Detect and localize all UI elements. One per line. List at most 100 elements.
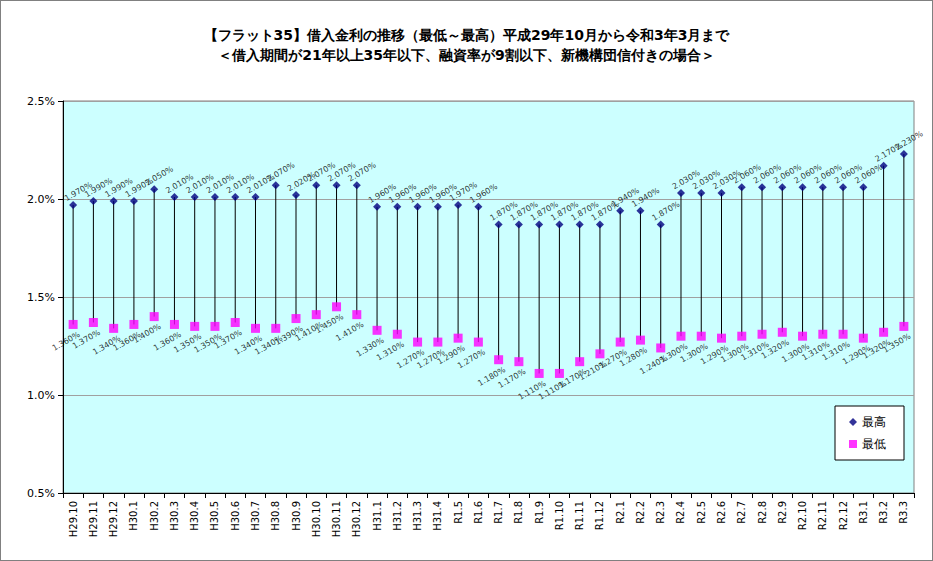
svg-text:2.060%: 2.060% <box>812 162 844 186</box>
svg-text:H30.10: H30.10 <box>311 501 322 537</box>
svg-text:2.170%: 2.170% <box>873 140 905 164</box>
svg-text:H30.4: H30.4 <box>189 501 200 531</box>
svg-text:H30.3: H30.3 <box>169 501 180 531</box>
svg-text:H30.6: H30.6 <box>230 501 241 531</box>
svg-text:2.060%: 2.060% <box>751 162 783 186</box>
svg-text:2.030%: 2.030% <box>670 168 702 192</box>
svg-text:H31.2: H31.2 <box>392 501 403 531</box>
svg-text:最高: 最高 <box>862 415 886 429</box>
svg-text:1.360%: 1.360% <box>50 329 82 353</box>
svg-text:1.870%: 1.870% <box>488 199 520 223</box>
svg-text:2.010%: 2.010% <box>204 172 236 196</box>
svg-text:H30.11: H30.11 <box>331 501 342 537</box>
svg-text:1.400%: 1.400% <box>131 321 163 345</box>
svg-text:1.990%: 1.990% <box>103 176 135 200</box>
svg-text:R1.11: R1.11 <box>574 501 585 530</box>
svg-text:2.070%: 2.070% <box>326 160 358 184</box>
svg-text:1.870%: 1.870% <box>569 199 601 223</box>
svg-text:R1.6: R1.6 <box>473 501 484 524</box>
svg-text:【フラット35】借入金利の推移（最低～最高）平成29年10月: 【フラット35】借入金利の推移（最低～最高）平成29年10月から令和3年3月まで <box>204 27 731 43</box>
svg-text:2.010%: 2.010% <box>245 172 277 196</box>
svg-text:1.170%: 1.170% <box>496 367 527 390</box>
svg-text:1.350%: 1.350% <box>172 331 204 355</box>
svg-text:R3.2: R3.2 <box>878 501 889 524</box>
svg-text:1.370%: 1.370% <box>71 327 102 351</box>
svg-text:2.060%: 2.060% <box>832 162 864 186</box>
svg-text:R2.3: R2.3 <box>655 501 666 524</box>
svg-text:2.070%: 2.070% <box>266 160 297 183</box>
svg-text:R1.10: R1.10 <box>554 501 565 530</box>
svg-text:1.870%: 1.870% <box>549 199 581 223</box>
svg-text:H31.4: H31.4 <box>432 501 443 531</box>
svg-text:1.870%: 1.870% <box>589 199 621 223</box>
svg-text:R1.8: R1.8 <box>513 501 524 524</box>
svg-text:H31.3: H31.3 <box>412 501 423 531</box>
svg-text:R2.7: R2.7 <box>736 501 747 524</box>
svg-text:1.870%: 1.870% <box>651 199 682 222</box>
svg-text:H29.11: H29.11 <box>88 501 99 537</box>
svg-text:1.5%: 1.5% <box>27 291 55 304</box>
svg-text:H30.8: H30.8 <box>270 501 281 531</box>
svg-text:1.350%: 1.350% <box>192 331 224 355</box>
svg-text:R2.4: R2.4 <box>675 501 686 524</box>
svg-text:R2.9: R2.9 <box>777 501 788 524</box>
svg-text:R2.2: R2.2 <box>635 501 646 524</box>
svg-text:1.960%: 1.960% <box>468 182 499 205</box>
svg-text:最低: 最低 <box>862 437 886 451</box>
svg-text:1.410%: 1.410% <box>334 320 365 343</box>
svg-text:2.010%: 2.010% <box>184 172 216 196</box>
svg-text:H30.7: H30.7 <box>250 501 261 531</box>
svg-text:2.060%: 2.060% <box>853 162 884 185</box>
svg-text:2.060%: 2.060% <box>731 162 763 186</box>
svg-text:R2.10: R2.10 <box>797 501 808 530</box>
svg-text:R3.3: R3.3 <box>898 501 909 524</box>
svg-text:2.020%: 2.020% <box>285 170 317 194</box>
svg-text:1.940%: 1.940% <box>630 186 661 209</box>
svg-text:H29.10: H29.10 <box>68 501 79 537</box>
svg-text:0.5%: 0.5% <box>27 487 55 500</box>
svg-text:H30.5: H30.5 <box>209 501 220 531</box>
svg-text:R1.5: R1.5 <box>453 501 464 524</box>
svg-text:R2.8: R2.8 <box>757 501 768 524</box>
svg-text:R2.6: R2.6 <box>716 501 727 524</box>
svg-text:2.0%: 2.0% <box>27 193 55 206</box>
svg-text:1.870%: 1.870% <box>529 199 560 223</box>
svg-text:2.060%: 2.060% <box>792 162 824 186</box>
svg-text:R2.1: R2.1 <box>615 501 626 524</box>
svg-text:H30.12: H30.12 <box>351 501 362 537</box>
svg-text:2.5%: 2.5% <box>27 95 55 108</box>
svg-text:R1.12: R1.12 <box>594 501 605 530</box>
svg-text:1.360%: 1.360% <box>111 329 143 353</box>
svg-text:1.340%: 1.340% <box>91 333 123 357</box>
svg-text:1.990%: 1.990% <box>123 176 155 200</box>
svg-text:1.0%: 1.0% <box>27 389 55 402</box>
svg-text:1.270%: 1.270% <box>456 347 487 370</box>
svg-text:2.070%: 2.070% <box>306 160 337 184</box>
svg-text:2.050%: 2.050% <box>144 164 175 188</box>
svg-text:1.350%: 1.350% <box>881 332 912 355</box>
svg-text:2.060%: 2.060% <box>772 162 803 186</box>
svg-text:R1.9: R1.9 <box>534 501 545 524</box>
svg-text:2.070%: 2.070% <box>347 160 378 183</box>
svg-text:H30.1: H30.1 <box>128 501 139 531</box>
svg-text:H31.1: H31.1 <box>372 501 383 531</box>
svg-text:1.870%: 1.870% <box>508 199 540 223</box>
svg-text:R3.1: R3.1 <box>858 501 869 524</box>
svg-text:1.940%: 1.940% <box>610 185 641 209</box>
svg-text:H29.12: H29.12 <box>108 501 119 537</box>
svg-text:2.230%: 2.230% <box>894 129 925 152</box>
svg-text:1.990%: 1.990% <box>83 176 115 200</box>
svg-text:1.370%: 1.370% <box>212 327 244 351</box>
svg-text:R2.5: R2.5 <box>696 501 707 524</box>
svg-text:R2.11: R2.11 <box>817 501 828 530</box>
svg-text:H30.2: H30.2 <box>149 501 160 531</box>
svg-text:2.030%: 2.030% <box>711 168 743 192</box>
svg-text:1.360%: 1.360% <box>152 329 183 353</box>
svg-text:2.030%: 2.030% <box>691 168 722 192</box>
svg-text:2.010%: 2.010% <box>225 172 256 196</box>
svg-text:＜借入期間が21年以上35年以下、融資率が9割以下、新機構団: ＜借入期間が21年以上35年以下、融資率が9割以下、新機構団信付きの場合＞ <box>218 47 715 63</box>
svg-text:2.010%: 2.010% <box>164 172 196 196</box>
svg-text:H30.9: H30.9 <box>291 501 302 531</box>
svg-text:R1.7: R1.7 <box>493 501 504 524</box>
svg-text:R2.12: R2.12 <box>838 501 849 530</box>
